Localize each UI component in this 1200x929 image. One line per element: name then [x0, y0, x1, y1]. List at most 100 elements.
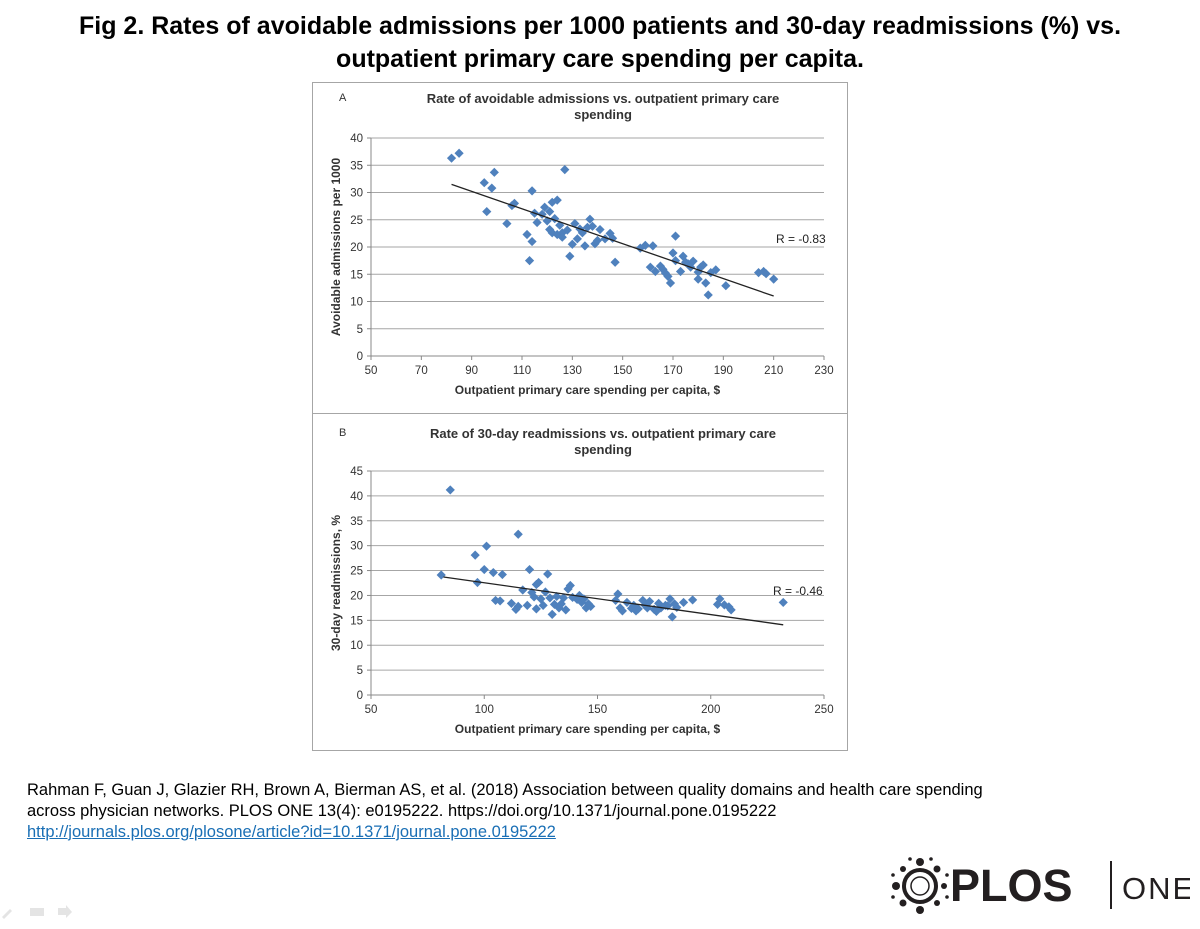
data-point	[524, 564, 535, 575]
data-point	[479, 178, 489, 188]
data-point	[778, 597, 788, 608]
data-point	[479, 564, 489, 575]
citation-line-2: across physician networks. PLOS ONE 13(4…	[27, 802, 777, 820]
y-tick-label: 20	[350, 590, 363, 602]
data-point	[678, 597, 689, 608]
y-tick-label: 15	[350, 269, 363, 281]
data-point	[761, 269, 771, 279]
data-point	[759, 266, 769, 277]
data-point	[698, 260, 708, 270]
data-point	[640, 240, 650, 250]
data-point	[527, 186, 537, 196]
data-point	[585, 214, 595, 224]
y-tick-label: 5	[357, 324, 363, 336]
x-tick-label: 130	[563, 365, 582, 377]
data-point	[482, 206, 492, 217]
data-point	[769, 274, 779, 284]
data-point	[489, 167, 499, 177]
data-point	[524, 256, 535, 266]
data-point	[592, 235, 603, 246]
data-point	[565, 580, 575, 591]
data-point	[587, 221, 598, 231]
slide-controls	[2, 905, 72, 919]
data-point	[565, 251, 575, 261]
data-point	[547, 609, 557, 619]
x-tick-label: 250	[814, 704, 833, 716]
data-point	[577, 228, 587, 238]
y-tick-label: 30	[350, 541, 363, 553]
slideshow-menu-icon[interactable]	[30, 908, 44, 916]
data-point	[683, 259, 693, 269]
y-tick-label: 15	[350, 615, 363, 627]
data-point	[693, 274, 703, 284]
data-point	[572, 234, 582, 244]
data-point	[648, 241, 658, 251]
data-point	[595, 224, 605, 235]
slideshow-pen-icon[interactable]	[2, 909, 12, 919]
y-tick-label: 0	[357, 351, 363, 363]
x-tick-label: 70	[415, 365, 428, 377]
y-axis-title: 30-day readmissions, %	[329, 515, 343, 651]
x-tick-label: 230	[814, 365, 833, 377]
data-point	[445, 485, 455, 495]
data-point	[703, 290, 713, 300]
x-tick-label: 150	[588, 704, 607, 716]
data-point	[670, 256, 681, 266]
data-point	[712, 599, 723, 610]
data-point	[701, 278, 711, 288]
data-point	[497, 569, 507, 580]
data-point	[582, 222, 593, 232]
y-tick-label: 40	[350, 491, 363, 503]
data-point	[605, 228, 615, 238]
slideshow-next-icon[interactable]	[58, 905, 72, 918]
data-point	[590, 239, 600, 249]
y-tick-label: 35	[350, 160, 363, 172]
data-point	[454, 148, 464, 158]
data-point	[650, 266, 660, 277]
data-point	[527, 236, 537, 247]
data-point	[672, 602, 682, 612]
data-point	[513, 529, 523, 539]
data-point	[610, 257, 620, 267]
data-point	[481, 541, 492, 551]
data-point	[436, 570, 446, 580]
data-point	[487, 183, 497, 193]
plos-one-logo: PLOS ONE	[891, 857, 1190, 914]
x-tick-label: 200	[701, 704, 720, 716]
y-axis-title: Avoidable admissions per 1000	[329, 158, 343, 337]
y-tick-label: 0	[357, 690, 363, 702]
data-point	[658, 264, 668, 274]
figure-title-line-2: outpatient primary care spending per cap…	[336, 45, 864, 73]
data-point	[562, 225, 572, 235]
data-point	[613, 589, 623, 599]
y-tick-label: 5	[357, 665, 363, 677]
data-point	[608, 233, 618, 243]
data-point	[667, 612, 677, 622]
logo-separator	[1110, 861, 1112, 909]
correlation-annotation: R = -0.83	[776, 232, 826, 246]
data-point	[665, 278, 676, 288]
figure-panels: A Rate of avoidable admissions vs. outpat…	[312, 82, 848, 751]
x-tick-label: 90	[465, 365, 478, 377]
figure-title-line-1: Fig 2. Rates of avoidable admissions per…	[78, 12, 1122, 40]
x-tick-label: 190	[714, 365, 733, 377]
article-link[interactable]: http://journals.plos.org/plosone/article…	[27, 823, 556, 841]
chart-panel-a: A Rate of avoidable admissions vs. outpat…	[329, 91, 834, 397]
plos-burst-icon	[891, 857, 949, 914]
data-point	[446, 153, 457, 163]
y-tick-label: 35	[350, 516, 363, 528]
data-point	[715, 594, 725, 604]
x-tick-label: 170	[663, 365, 682, 377]
figure-title: Fig 2. Rates of avoidable admissions per…	[0, 10, 1200, 76]
data-point	[688, 595, 698, 605]
data-point	[580, 241, 590, 251]
data-point	[470, 550, 480, 560]
data-point	[645, 262, 655, 272]
trend-line	[443, 576, 784, 626]
data-point	[488, 567, 498, 578]
x-axis-title: Outpatient primary care spending per cap…	[455, 383, 721, 397]
y-tick-label: 45	[350, 466, 363, 478]
data-point	[518, 585, 528, 595]
y-tick-label: 25	[350, 566, 363, 578]
x-tick-label: 210	[764, 365, 783, 377]
